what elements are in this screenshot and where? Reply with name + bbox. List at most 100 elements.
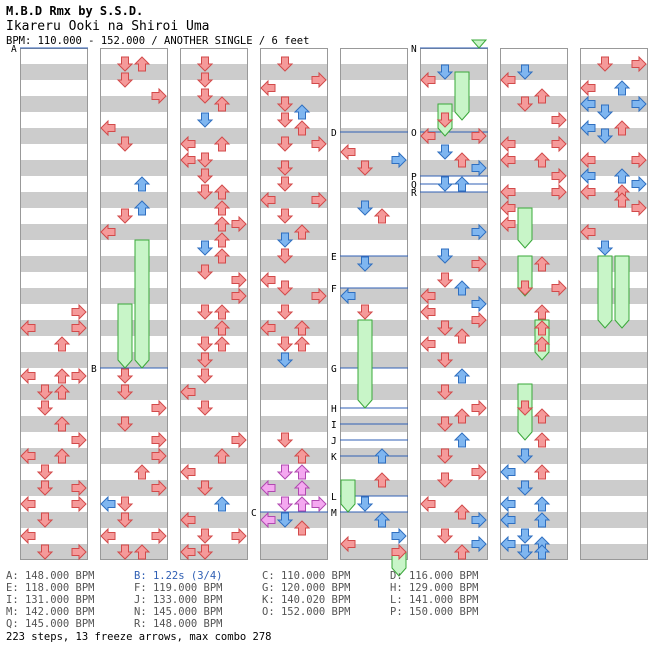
bpm-change-entry: N: 145.000 BPM: [134, 606, 223, 618]
step-arrow-right: [471, 127, 487, 145]
step-arrow-down: [276, 352, 294, 368]
step-arrow-down: [516, 280, 534, 296]
step-arrow-down: [276, 496, 294, 512]
step-arrow-down: [116, 512, 134, 528]
bpm-change-entry[interactable]: B: 1.22s (3/4): [134, 570, 223, 582]
step-arrow-down: [276, 336, 294, 352]
step-arrow-down: [196, 480, 214, 496]
step-arrow-left: [340, 535, 356, 553]
step-arrow-left: [420, 71, 436, 89]
step-arrow-down: [36, 480, 54, 496]
chart-column: [500, 48, 568, 560]
step-arrow-right: [71, 431, 87, 449]
step-arrow-up: [373, 512, 391, 528]
step-arrow-left: [500, 511, 516, 529]
step-arrow-right: [631, 55, 647, 73]
chart-meta: BPM: 110.000 - 152.000 / ANOTHER SINGLE …: [6, 35, 310, 47]
step-arrow-left: [20, 527, 36, 545]
step-arrow-up: [613, 80, 631, 96]
step-arrow-right: [151, 87, 167, 105]
step-arrow-down: [516, 448, 534, 464]
step-arrow-left: [420, 127, 436, 145]
step-arrow-up: [533, 432, 551, 448]
step-arrow-up: [453, 368, 471, 384]
step-arrow-down: [36, 512, 54, 528]
step-arrow-down: [276, 232, 294, 248]
step-arrow-down: [276, 96, 294, 112]
step-arrow-right: [551, 279, 567, 297]
step-arrow-down: [276, 136, 294, 152]
step-arrow-up: [213, 216, 231, 232]
step-arrow-right: [311, 71, 327, 89]
step-arrow-down: [516, 96, 534, 112]
step-arrow-down: [436, 528, 454, 544]
step-arrow-down: [276, 432, 294, 448]
step-arrow-right: [71, 479, 87, 497]
step-arrow-up: [293, 448, 311, 464]
step-arrow-left: [20, 319, 36, 337]
step-arrow-right: [471, 399, 487, 417]
step-arrow-down: [196, 304, 214, 320]
freeze-arrow: [357, 319, 373, 409]
chart-column: [580, 48, 648, 560]
step-arrow-up: [613, 120, 631, 136]
step-arrow-up: [533, 256, 551, 272]
step-arrow-down: [196, 264, 214, 280]
step-arrow-left: [500, 199, 516, 217]
step-arrow-left: [500, 135, 516, 153]
section-marker-label: Q: [411, 180, 417, 191]
bpm-change-entry: E: 118.000 BPM: [6, 582, 95, 594]
step-arrow-right: [71, 543, 87, 561]
step-arrow-down: [276, 304, 294, 320]
step-arrow-left: [500, 71, 516, 89]
section-marker-label: L: [331, 492, 337, 503]
freeze-arrow: [470, 39, 488, 49]
step-arrow-up: [453, 432, 471, 448]
step-arrow-down: [516, 528, 534, 544]
step-arrow-down: [356, 304, 374, 320]
section-marker-label: I: [331, 420, 337, 431]
freeze-arrow: [597, 255, 613, 329]
bpm-change-entry: H: 129.000 BPM: [390, 582, 479, 594]
step-arrow-right: [231, 215, 247, 233]
step-arrow-down: [276, 512, 294, 528]
step-arrow-down: [436, 112, 454, 128]
step-arrow-right: [391, 527, 407, 545]
step-arrow-right: [391, 151, 407, 169]
step-arrow-left: [20, 495, 36, 513]
step-arrow-left: [260, 511, 276, 529]
section-marker-label: E: [331, 252, 337, 263]
chart-column: [340, 48, 408, 560]
step-arrow-down: [516, 400, 534, 416]
step-arrow-down: [356, 200, 374, 216]
bpm-change-entry: L: 141.000 BPM: [390, 594, 479, 606]
section-marker-label: C: [251, 508, 257, 519]
step-arrow-right: [151, 431, 167, 449]
bpm-change-entry: Q: 145.000 BPM: [6, 618, 95, 630]
step-arrow-down: [196, 240, 214, 256]
step-arrow-down: [436, 64, 454, 80]
step-arrow-left: [420, 495, 436, 513]
step-arrow-up: [213, 200, 231, 216]
step-arrow-down: [276, 56, 294, 72]
bpm-change-entry: I: 131.000 BPM: [6, 594, 95, 606]
step-arrow-down: [436, 248, 454, 264]
step-arrow-down: [196, 336, 214, 352]
step-arrow-left: [20, 367, 36, 385]
step-arrow-up: [533, 336, 551, 352]
bpm-change-entry: M: 142.000 BPM: [6, 606, 95, 618]
step-arrow-down: [276, 160, 294, 176]
freeze-arrow: [134, 239, 150, 369]
step-arrow-down: [436, 144, 454, 160]
step-arrow-down: [36, 400, 54, 416]
step-arrow-up: [293, 336, 311, 352]
step-arrow-up: [53, 448, 71, 464]
step-arrow-up: [533, 152, 551, 168]
step-arrow-left: [580, 79, 596, 97]
step-arrow-right: [151, 399, 167, 417]
step-arrow-up: [373, 208, 391, 224]
step-arrow-up: [133, 544, 151, 560]
step-arrow-up: [213, 232, 231, 248]
bpm-change-entry: F: 119.000 BPM: [134, 582, 223, 594]
step-arrow-right: [151, 447, 167, 465]
